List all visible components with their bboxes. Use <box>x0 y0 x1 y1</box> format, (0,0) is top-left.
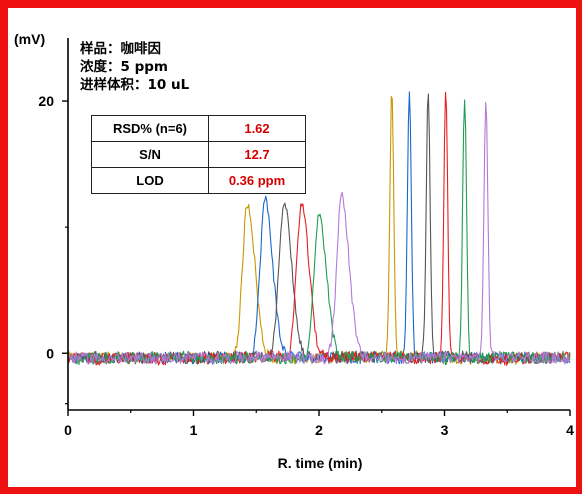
stats-table: RSD% (n=6) 1.62 S/N 12.7 LOD 0.36 ppm <box>91 115 306 194</box>
stats-label: LOD <box>91 167 209 194</box>
x-tick-label: 2 <box>315 422 323 438</box>
axes: 0 1 2 3 4 0 20 <box>38 38 574 438</box>
plot-area <box>67 91 571 366</box>
stats-value: 1.62 <box>208 115 306 142</box>
x-tick-label: 3 <box>441 422 449 438</box>
x-tick-label: 4 <box>566 422 574 438</box>
x-tick-label: 1 <box>190 422 198 438</box>
y-axis-label: (mV) <box>14 31 45 47</box>
y-tick-label: 20 <box>38 93 54 109</box>
stats-row: S/N 12.7 <box>91 141 306 168</box>
x-axis-label: R. time (min) <box>278 455 363 471</box>
chromatogram-trace-5 <box>67 99 571 366</box>
injection-volume: 进样体积：10 uL <box>80 77 190 93</box>
sample-info: 样品：咖啡因 浓度：5 ppm 进样体积：10 uL <box>80 40 189 94</box>
stats-value: 12.7 <box>208 141 306 168</box>
stats-row: LOD 0.36 ppm <box>91 167 306 194</box>
sample-name: 样品：咖啡因 <box>80 41 161 57</box>
sample-concentration: 浓度：5 ppm <box>80 59 168 75</box>
stats-label: RSD% (n=6) <box>91 115 209 142</box>
stats-label: S/N <box>91 141 209 168</box>
stats-value: 0.36 ppm <box>208 167 306 194</box>
chromatogram-trace-6 <box>67 101 571 365</box>
y-tick-label: 0 <box>46 345 54 361</box>
x-tick-label: 0 <box>64 422 72 438</box>
stats-row: RSD% (n=6) 1.62 <box>91 115 306 142</box>
